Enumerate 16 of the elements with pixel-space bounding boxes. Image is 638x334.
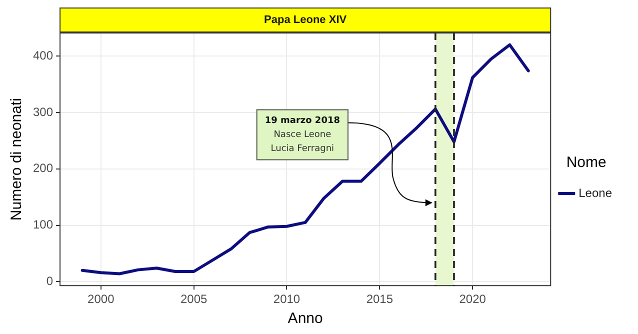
- y-tick-label: 100: [32, 218, 54, 232]
- x-tick-label: 2020: [459, 292, 486, 306]
- y-tick-label: 300: [32, 104, 54, 119]
- legend-label: Leone: [578, 186, 612, 200]
- legend-title: Nome: [566, 154, 606, 172]
- y-tick-label: 200: [32, 161, 54, 176]
- y-tick-label: 0: [46, 274, 54, 288]
- x-tick-label: 2000: [88, 292, 115, 306]
- annotation: 19 marzo 2018 Nasce Leone Lucia Ferragni: [264, 116, 340, 154]
- x-tick-label: 2015: [366, 292, 394, 306]
- x-tick-label: 2005: [180, 292, 208, 306]
- x-tick-label: 2010: [273, 292, 300, 306]
- y-tick-label: 400: [32, 48, 54, 62]
- chart-title: Papa Leone XIV: [264, 14, 348, 26]
- x-axis-title: Anno: [288, 310, 323, 328]
- y-axis-title: Numero di neonati: [8, 98, 26, 221]
